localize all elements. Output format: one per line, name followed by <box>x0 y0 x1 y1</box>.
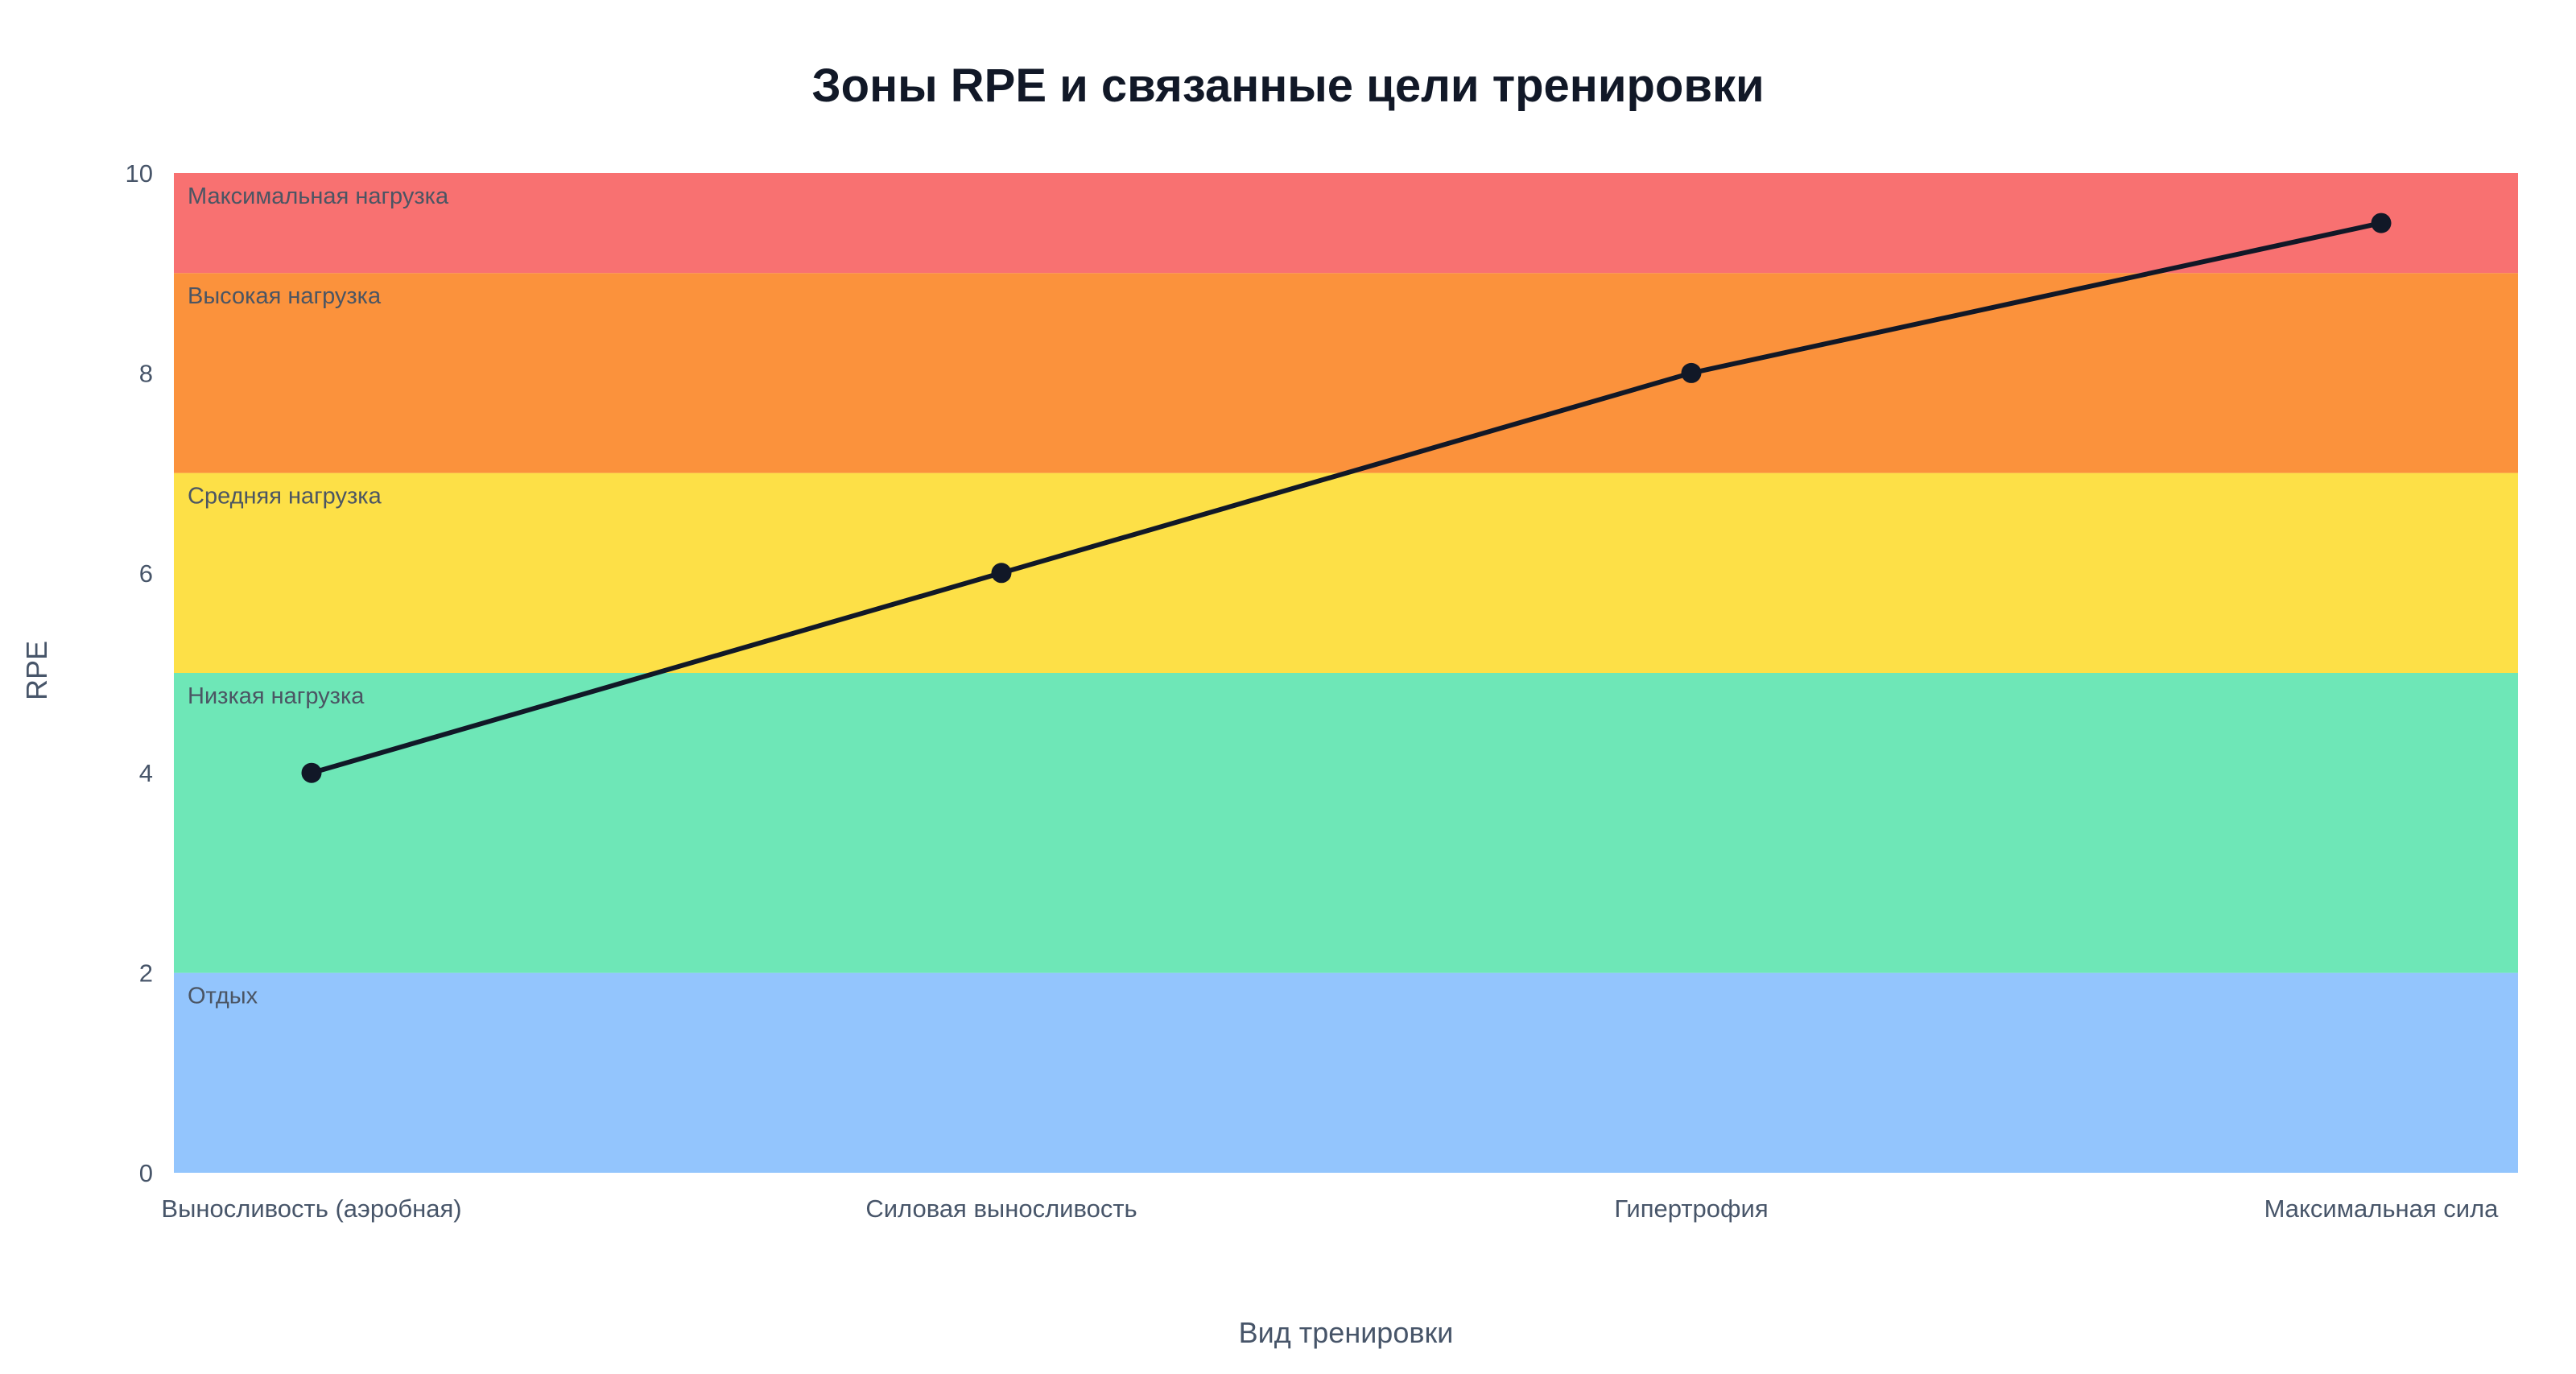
zone-band <box>174 273 2518 473</box>
zone-band <box>174 472 2518 673</box>
zone-bands <box>174 173 2518 1173</box>
x-axis-label: Вид тренировки <box>1239 1316 1454 1349</box>
y-tick-label: 2 <box>139 959 153 988</box>
chart-title: Зоны RPE и связанные цели тренировки <box>811 60 1764 112</box>
zone-band <box>174 972 2518 1173</box>
y-axis-ticks: 0 2 4 6 8 10 <box>126 159 153 1187</box>
zone-band <box>174 173 2518 274</box>
data-point[interactable] <box>991 563 1012 584</box>
y-tick-label: 0 <box>139 1159 153 1187</box>
data-point[interactable] <box>301 762 322 783</box>
zone-label: Отдых <box>188 984 258 1009</box>
x-tick-label: Гипертрофия <box>1614 1195 1768 1223</box>
zone-band <box>174 673 2518 973</box>
x-axis-ticks: Выносливость (аэробная) Силовая выносливо… <box>161 1195 2499 1223</box>
series-line <box>309 221 2384 776</box>
y-tick-label: 4 <box>139 759 153 787</box>
data-point[interactable] <box>2371 212 2392 233</box>
x-tick-label: Силовая выносливость <box>865 1195 1137 1223</box>
zone-label: Максимальная нагрузка <box>188 184 449 209</box>
zone-label: Средняя нагрузка <box>188 484 382 510</box>
zone-label: Высокая нагрузка <box>188 283 382 309</box>
zone-labels: Отдых Низкая нагрузка Средняя нагрузка Высо… <box>188 184 449 1009</box>
y-axis-label: RPE <box>20 641 53 700</box>
x-tick-label: Выносливость (аэробная) <box>161 1195 461 1223</box>
y-tick-label: 10 <box>126 159 153 188</box>
data-point[interactable] <box>1681 362 1702 383</box>
y-tick-label: 6 <box>139 559 153 588</box>
y-tick-label: 8 <box>139 359 153 387</box>
zone-label: Низкая нагрузка <box>188 683 365 709</box>
x-tick-label: Максимальная сила <box>2264 1195 2500 1223</box>
series-layer <box>301 212 2392 783</box>
